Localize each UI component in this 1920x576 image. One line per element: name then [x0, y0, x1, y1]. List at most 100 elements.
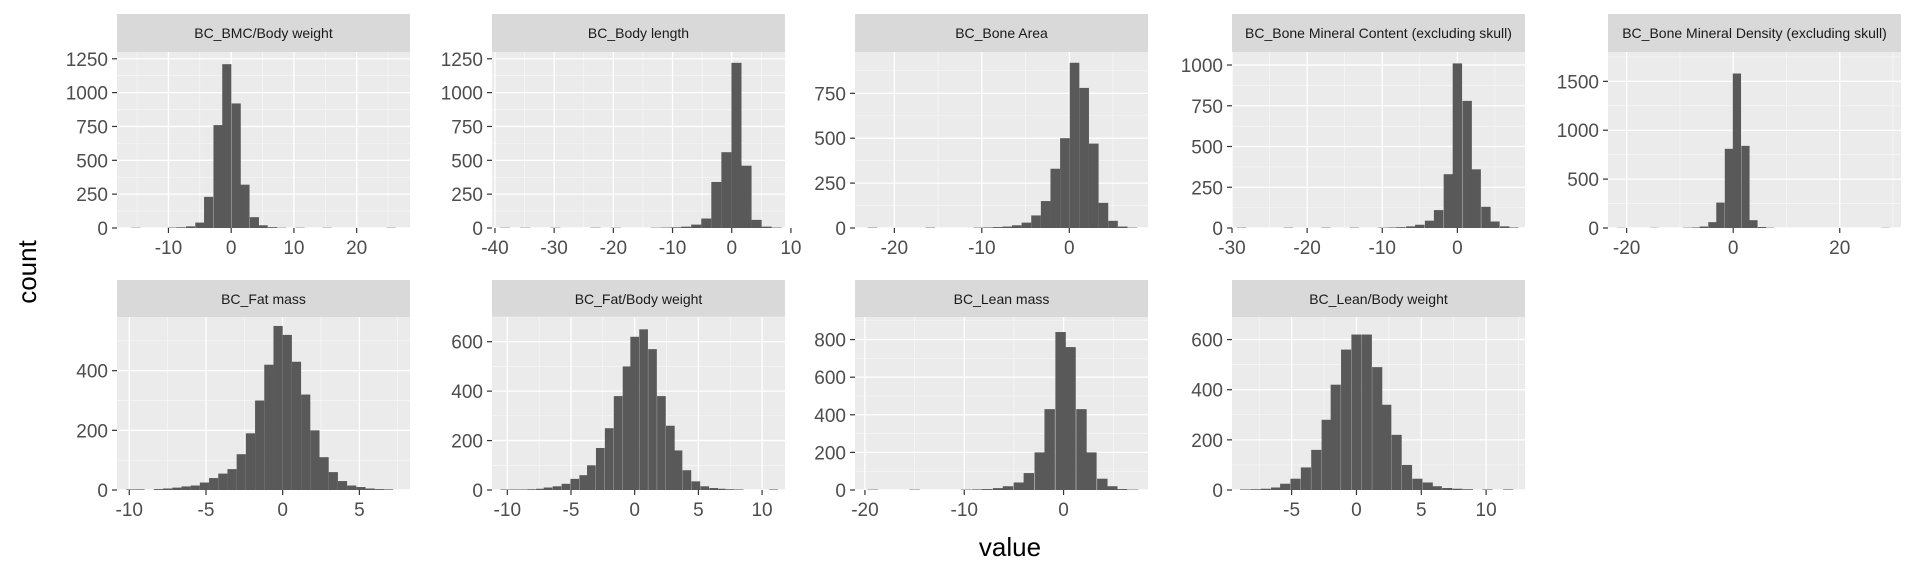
- facet-panel: BC_Bone Area 0 250 500 750 -20 -10 0: [814, 14, 1148, 259]
- histogram-bar: [1031, 215, 1041, 228]
- y-tick-label: 1500: [1557, 72, 1599, 93]
- facet-panel: BC_Bone Mineral Density (excluding skull…: [1557, 14, 1901, 259]
- x-tick-label: 10: [751, 500, 772, 521]
- histogram-bar: [301, 394, 311, 490]
- x-tick-label: -10: [155, 238, 182, 259]
- histogram-bar: [249, 217, 259, 228]
- histogram-bar: [666, 425, 675, 490]
- histogram-bar: [561, 483, 571, 490]
- y-tick-label: 600: [1191, 331, 1223, 352]
- facet-title: BC_Fat mass: [221, 291, 306, 307]
- histogram-bar: [681, 226, 692, 228]
- facet-title: BC_Bone Area: [955, 25, 1048, 41]
- histogram-bar: [709, 488, 718, 490]
- facet-title: BC_Lean/Body weight: [1309, 291, 1448, 307]
- histogram-bar: [213, 125, 223, 228]
- facet-strip: [1232, 14, 1525, 52]
- histogram-bar: [356, 487, 366, 490]
- histogram-bar: [1462, 489, 1474, 490]
- x-tick-label: 5: [693, 500, 704, 521]
- y-tick-label: 0: [1588, 219, 1599, 240]
- histogram-bar: [1044, 409, 1055, 490]
- histogram-bar: [236, 454, 246, 490]
- histogram-bar: [231, 103, 241, 228]
- histogram-bar: [1699, 226, 1709, 228]
- x-tick-label: -20: [1293, 238, 1320, 259]
- y-tick-label: 0: [835, 481, 846, 502]
- y-tick-label: 250: [451, 185, 483, 206]
- y-tick-label: 800: [814, 331, 846, 352]
- x-tick-label: 20: [346, 238, 367, 259]
- histogram-bar: [383, 489, 394, 490]
- x-tick-label: 0: [1058, 500, 1069, 521]
- facet-panel: BC_BMC/Body weight 0 250 500 750 1000 1250 -10 0…: [66, 14, 410, 259]
- histogram-bar: [1732, 73, 1742, 228]
- histogram-bar: [701, 218, 712, 228]
- y-tick-label: 400: [451, 382, 483, 403]
- histogram-bar: [527, 489, 536, 490]
- histogram-bar: [1311, 449, 1322, 490]
- facet-panel: BC_Lean mass 0 200 400 600 800 -20 -10 0: [814, 280, 1148, 521]
- histogram-bar: [587, 465, 596, 490]
- histogram-bar: [1098, 202, 1109, 228]
- histogram-bar: [181, 486, 191, 490]
- panel-background: [855, 52, 1148, 228]
- y-tick-label: 400: [814, 406, 846, 427]
- histogram-bar: [721, 152, 732, 228]
- histogram-bar: [255, 400, 265, 490]
- facet-panel: BC_Bone Mineral Content (excluding skull…: [1181, 14, 1525, 259]
- x-tick-label: -10: [1369, 238, 1396, 259]
- facet-strip: [855, 14, 1148, 52]
- histogram-bar: [1431, 486, 1442, 490]
- y-axis-title: count: [12, 239, 42, 303]
- histogram-bar: [328, 472, 338, 490]
- histogram-bar: [1471, 169, 1481, 228]
- y-tick-label: 500: [1567, 170, 1599, 191]
- histogram-bar: [176, 227, 186, 228]
- histogram-bar: [209, 478, 219, 490]
- histogram-bar: [1040, 201, 1051, 228]
- histogram-bar: [1013, 482, 1025, 490]
- histogram-bar: [1412, 478, 1423, 490]
- y-tick-label: 500: [814, 129, 846, 150]
- y-tick-label: 0: [1212, 219, 1223, 240]
- histogram-bar: [1079, 87, 1089, 228]
- histogram-bar: [595, 447, 605, 490]
- facet-strip: [1608, 14, 1901, 52]
- histogram-bar: [374, 489, 384, 490]
- x-tick-label: 0: [1351, 500, 1362, 521]
- y-tick-label: 1000: [441, 84, 483, 105]
- x-tick-label: -20: [1613, 238, 1640, 259]
- y-tick-label: 500: [1191, 138, 1223, 159]
- histogram-bar: [1724, 148, 1734, 228]
- facet-title: BC_BMC/Body weight: [194, 25, 333, 41]
- histogram-bar: [981, 489, 993, 490]
- histogram-bar: [1086, 452, 1097, 490]
- histogram-bar: [1330, 384, 1341, 490]
- x-tick-label: -20: [600, 238, 627, 259]
- histogram-bar: [1401, 464, 1413, 490]
- histogram-bar: [1433, 210, 1444, 228]
- y-tick-label: 0: [97, 481, 108, 502]
- y-tick-label: 600: [451, 333, 483, 354]
- x-tick-label: -10: [116, 500, 143, 521]
- panel-background: [855, 317, 1148, 490]
- y-tick-label: 1000: [1557, 121, 1599, 142]
- histogram-bar: [1239, 489, 1251, 490]
- y-tick-label: 400: [1191, 381, 1223, 402]
- x-tick-label: -5: [1283, 500, 1300, 521]
- x-tick-label: 10: [283, 238, 304, 259]
- y-tick-label: 0: [835, 219, 846, 240]
- x-tick-label: -5: [563, 500, 580, 521]
- histogram-bar: [1002, 226, 1012, 228]
- panel-background: [1232, 52, 1525, 228]
- histogram-bar: [1452, 63, 1463, 228]
- x-tick-label: 0: [226, 238, 237, 259]
- facet-title: BC_Lean mass: [954, 291, 1050, 307]
- facet-title: BC_Bone Mineral Content (excluding skull…: [1245, 25, 1512, 41]
- histogram-bar: [751, 219, 762, 228]
- x-tick-label: -10: [968, 238, 995, 259]
- histogram-bar: [1034, 452, 1045, 490]
- facet-title: BC_Body length: [588, 25, 689, 41]
